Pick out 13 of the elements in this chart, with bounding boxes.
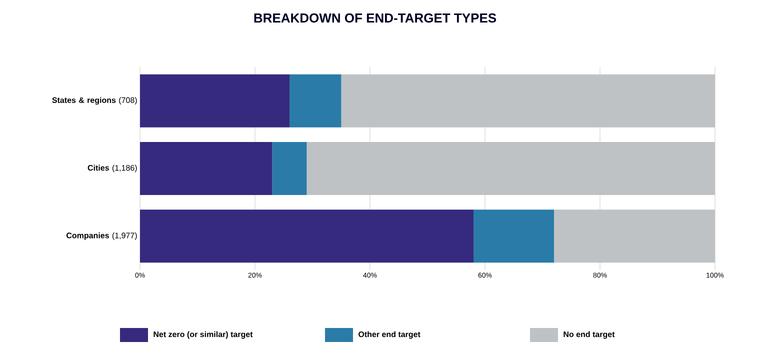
bar bbox=[140, 74, 290, 128]
legend-label: Net zero (or similar) target bbox=[154, 331, 253, 339]
y-tick-label: Companies (1,977) bbox=[66, 232, 137, 240]
y-tick-label: States & regions (708) bbox=[52, 97, 137, 105]
bar bbox=[290, 74, 342, 128]
legend-label: No end target bbox=[564, 331, 615, 339]
bar bbox=[474, 210, 554, 263]
y-tick-label: Cities (1,186) bbox=[88, 164, 137, 172]
legend-label: Other end target bbox=[358, 331, 420, 339]
chart-title: BREAKDOWN OF END-TARGET TYPES bbox=[254, 13, 496, 23]
bar bbox=[140, 210, 474, 263]
bar bbox=[272, 142, 307, 195]
bar bbox=[140, 142, 272, 195]
